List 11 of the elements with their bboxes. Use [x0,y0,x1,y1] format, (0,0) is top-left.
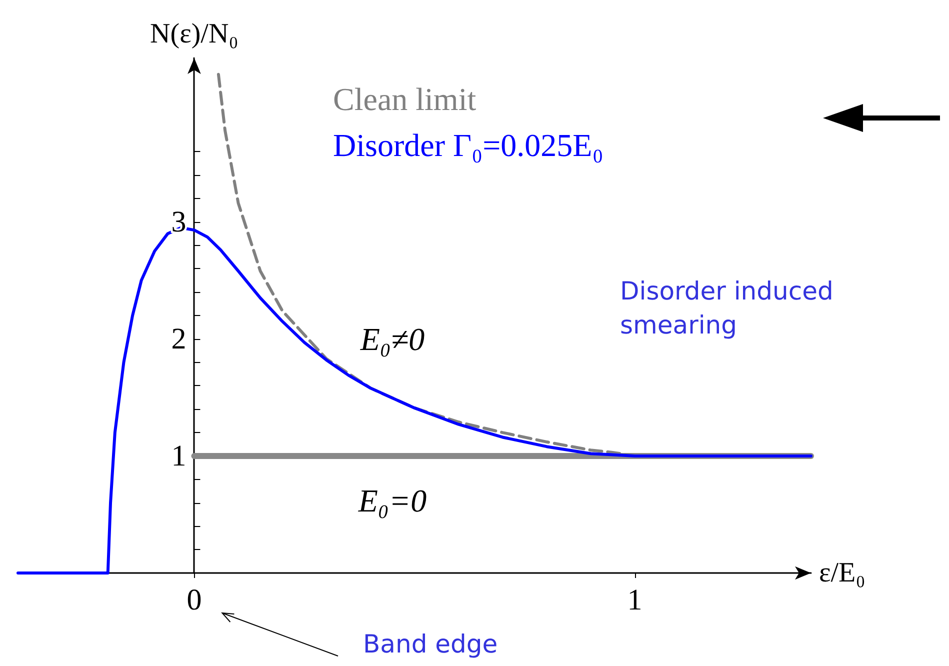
text: Band edge [363,630,498,658]
y-tick-label: 2 [171,322,186,356]
x-axis-title: ε/E₀ [819,558,866,588]
y-axis-title: N(ε)/N₀ [150,18,238,50]
annotation: Disorder induced smearing [620,276,842,340]
annotation: E₀≠0 [359,320,425,357]
annotation: E₀=0 [357,482,427,518]
text: Disorder Γ₀=0.025E₀ [333,127,604,163]
x-tick-label: 0 [186,584,202,616]
text: Clean limit [333,81,476,117]
y-tick-label: 1 [171,439,186,472]
